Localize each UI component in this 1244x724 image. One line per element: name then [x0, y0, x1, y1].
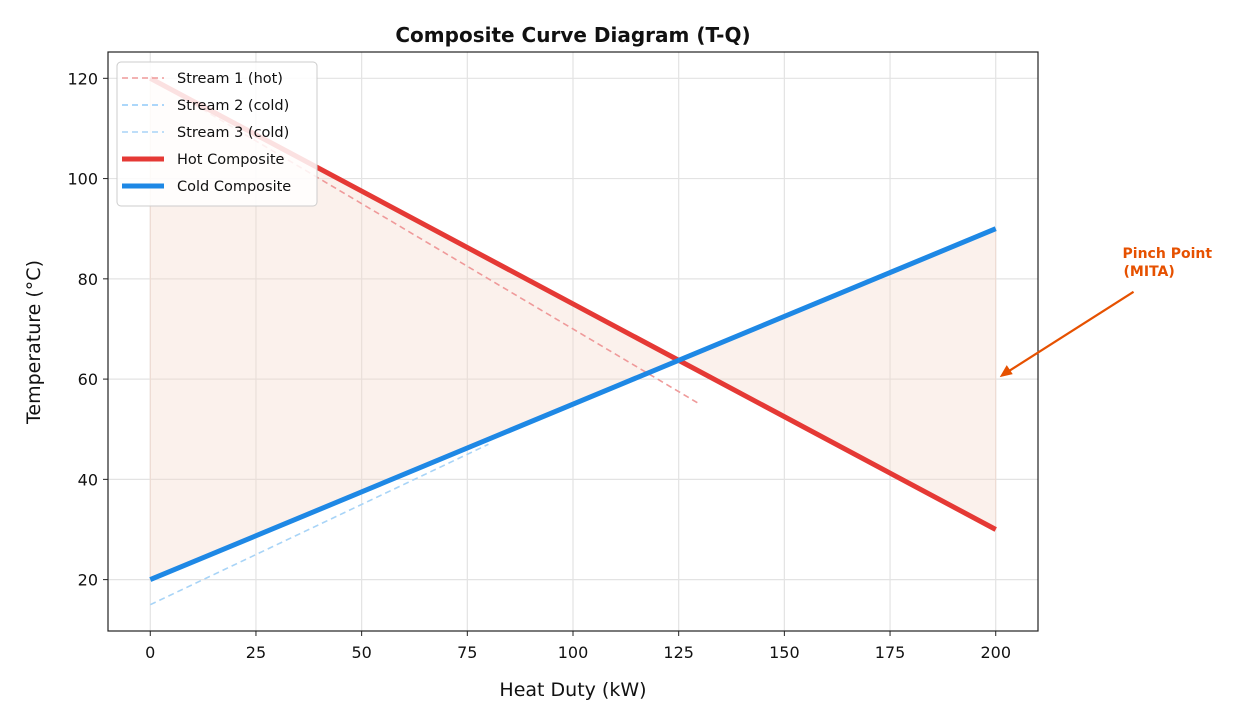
x-tick-label: 150 — [769, 643, 800, 662]
y-tick-label: 100 — [67, 170, 98, 189]
legend-label: Stream 1 (hot) — [177, 71, 283, 87]
legend-label: Stream 3 (cold) — [177, 125, 289, 141]
x-axis: 0 25 50 75 100 125 150 175 200 — [145, 631, 1011, 662]
grid — [108, 52, 1038, 631]
y-tick-label: 20 — [78, 571, 98, 590]
legend-label: Hot Composite — [177, 152, 285, 168]
arrow-head-icon — [999, 365, 1013, 378]
y-axis: 20 40 60 80 100 120 — [67, 69, 108, 590]
legend-label: Stream 2 (cold) — [177, 98, 289, 114]
annotation-arrow — [1005, 290, 1135, 375]
y-tick-label: 40 — [78, 470, 98, 489]
x-tick-label: 0 — [145, 643, 155, 662]
series-line-1 — [149, 77, 701, 405]
annotation-line2: (MITA) — [1124, 264, 1175, 280]
y-axis-label: Temperature (°C) — [23, 260, 45, 425]
x-tick-label: 75 — [457, 643, 477, 662]
x-tick-label: 50 — [351, 643, 371, 662]
y-tick-label: 60 — [78, 370, 98, 389]
x-tick-label: 25 — [246, 643, 266, 662]
series-line-5 — [149, 226, 997, 582]
x-axis-label: Heat Duty (kW) — [499, 679, 646, 701]
pinch-annotation: Pinch Point (MITA) — [999, 246, 1213, 378]
x-tick-label: 200 — [980, 643, 1011, 662]
legend-box — [116, 61, 318, 207]
x-tick-label: 125 — [663, 643, 694, 662]
legend-label: Cold Composite — [177, 179, 291, 195]
y-tick-label: 120 — [67, 69, 98, 88]
x-tick-label: 175 — [875, 643, 906, 662]
legend: Stream 1 (hot) Stream 2 (cold) Stream 3 (c… — [116, 61, 318, 207]
chart-title: Composite Curve Diagram (T-Q) — [395, 23, 750, 47]
y-tick-label: 80 — [78, 270, 98, 289]
x-tick-label: 100 — [558, 643, 589, 662]
series-line-3 — [149, 443, 489, 606]
annotation-line1: Pinch Point — [1123, 246, 1213, 262]
